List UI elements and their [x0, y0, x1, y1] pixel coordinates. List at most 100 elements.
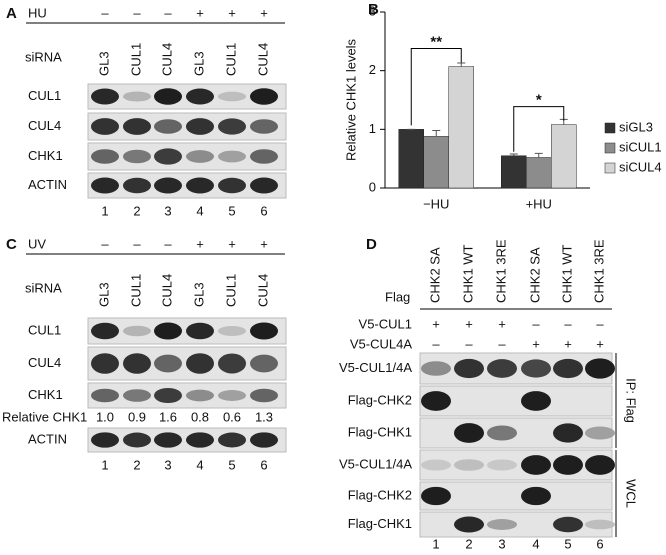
construct-label: CHK1 3RE [591, 239, 606, 303]
bar [526, 157, 552, 189]
lane-number: 3 [498, 536, 505, 551]
relative-value: 0.8 [191, 409, 209, 424]
construct-label: CHK1 3RE [493, 239, 508, 303]
band [186, 150, 214, 163]
blot-label: CUL1 [28, 322, 61, 337]
band [553, 455, 583, 475]
band [250, 149, 278, 164]
band [123, 325, 151, 337]
band [454, 459, 484, 471]
lane-number: 2 [133, 203, 140, 218]
band [123, 432, 151, 448]
bar [423, 136, 449, 189]
sign: – [164, 236, 172, 251]
panel-letter: A [6, 5, 17, 22]
band [521, 359, 551, 378]
sign: – [532, 316, 540, 331]
band [186, 432, 214, 448]
band [123, 91, 151, 102]
construct-label: CHK1 WT [460, 244, 475, 303]
error-bar [509, 153, 518, 156]
sirna-title: siRNA [25, 49, 62, 64]
lane-number: 3 [164, 457, 171, 472]
band [154, 322, 182, 340]
band [218, 432, 246, 448]
lane-number: 1 [432, 536, 439, 551]
sirna-label: GL3 [96, 51, 111, 76]
blot-label: V5-CUL1/4A [339, 360, 412, 375]
sign: + [564, 336, 572, 351]
y-tick-label: 0 [369, 179, 376, 194]
panel-letter: C [6, 236, 17, 253]
band [585, 426, 615, 440]
band [218, 353, 246, 374]
y-tick-label: 2 [369, 62, 376, 77]
flag-label: Flag [385, 289, 410, 304]
sirna-label: CUL1 [223, 274, 238, 307]
legend-swatch [604, 122, 616, 134]
band [454, 423, 484, 443]
bar [551, 124, 577, 189]
band [91, 149, 119, 164]
band [585, 519, 615, 530]
sign: + [432, 316, 440, 331]
legend-swatch [604, 142, 616, 154]
sign: – [164, 5, 172, 20]
band [123, 177, 151, 194]
band [487, 425, 517, 441]
lane-number: 4 [196, 203, 203, 218]
band [186, 389, 214, 402]
band [421, 391, 451, 411]
sirna-title: siRNA [25, 280, 62, 295]
band [154, 88, 182, 105]
sign: – [465, 336, 473, 351]
lane-number: 6 [260, 203, 267, 218]
band [123, 389, 151, 402]
legend-label: siCUL1 [619, 139, 662, 154]
band [250, 88, 278, 105]
band [123, 118, 151, 135]
relative-value: 0.9 [128, 409, 146, 424]
band [186, 353, 214, 374]
sign: – [133, 5, 141, 20]
legend-label: siCUL4 [619, 159, 662, 174]
panel-letter: B [368, 1, 379, 18]
legend-swatch [604, 162, 616, 174]
relative-value: 1.0 [96, 409, 114, 424]
band [91, 118, 119, 135]
lane-number: 5 [228, 203, 235, 218]
band [91, 353, 119, 374]
blot-label: Flag-CHK2 [348, 487, 412, 502]
lane-number: 6 [596, 536, 603, 551]
band [91, 88, 119, 105]
band [553, 423, 583, 443]
row-label: V5-CUL4A [350, 336, 412, 351]
sirna-label: GL3 [191, 51, 206, 76]
lane-number: 1 [101, 203, 108, 218]
band [218, 118, 246, 135]
bar [398, 129, 424, 189]
band [91, 432, 119, 448]
band [154, 387, 182, 404]
construct-label: CHK2 SA [527, 247, 542, 303]
band [186, 177, 214, 194]
blot-label: CUL4 [28, 355, 61, 370]
band [218, 177, 246, 194]
sign: + [228, 236, 236, 251]
sirna-label: CUL1 [128, 43, 143, 76]
sign: – [101, 5, 109, 20]
error-bar [432, 130, 441, 137]
band [154, 432, 182, 448]
blot-label: CUL1 [28, 88, 61, 103]
band [218, 390, 246, 401]
blot-label: V5-CUL1/4A [339, 456, 412, 471]
relative-value: 0.6 [223, 409, 241, 424]
blot-label: CHK1 [28, 387, 63, 402]
bar [501, 155, 527, 189]
sign: – [498, 336, 506, 351]
lane-number: 4 [196, 457, 203, 472]
legend-label: siGL3 [619, 119, 653, 134]
group-label: WCL [624, 479, 639, 508]
panel-letter: D [366, 236, 377, 253]
